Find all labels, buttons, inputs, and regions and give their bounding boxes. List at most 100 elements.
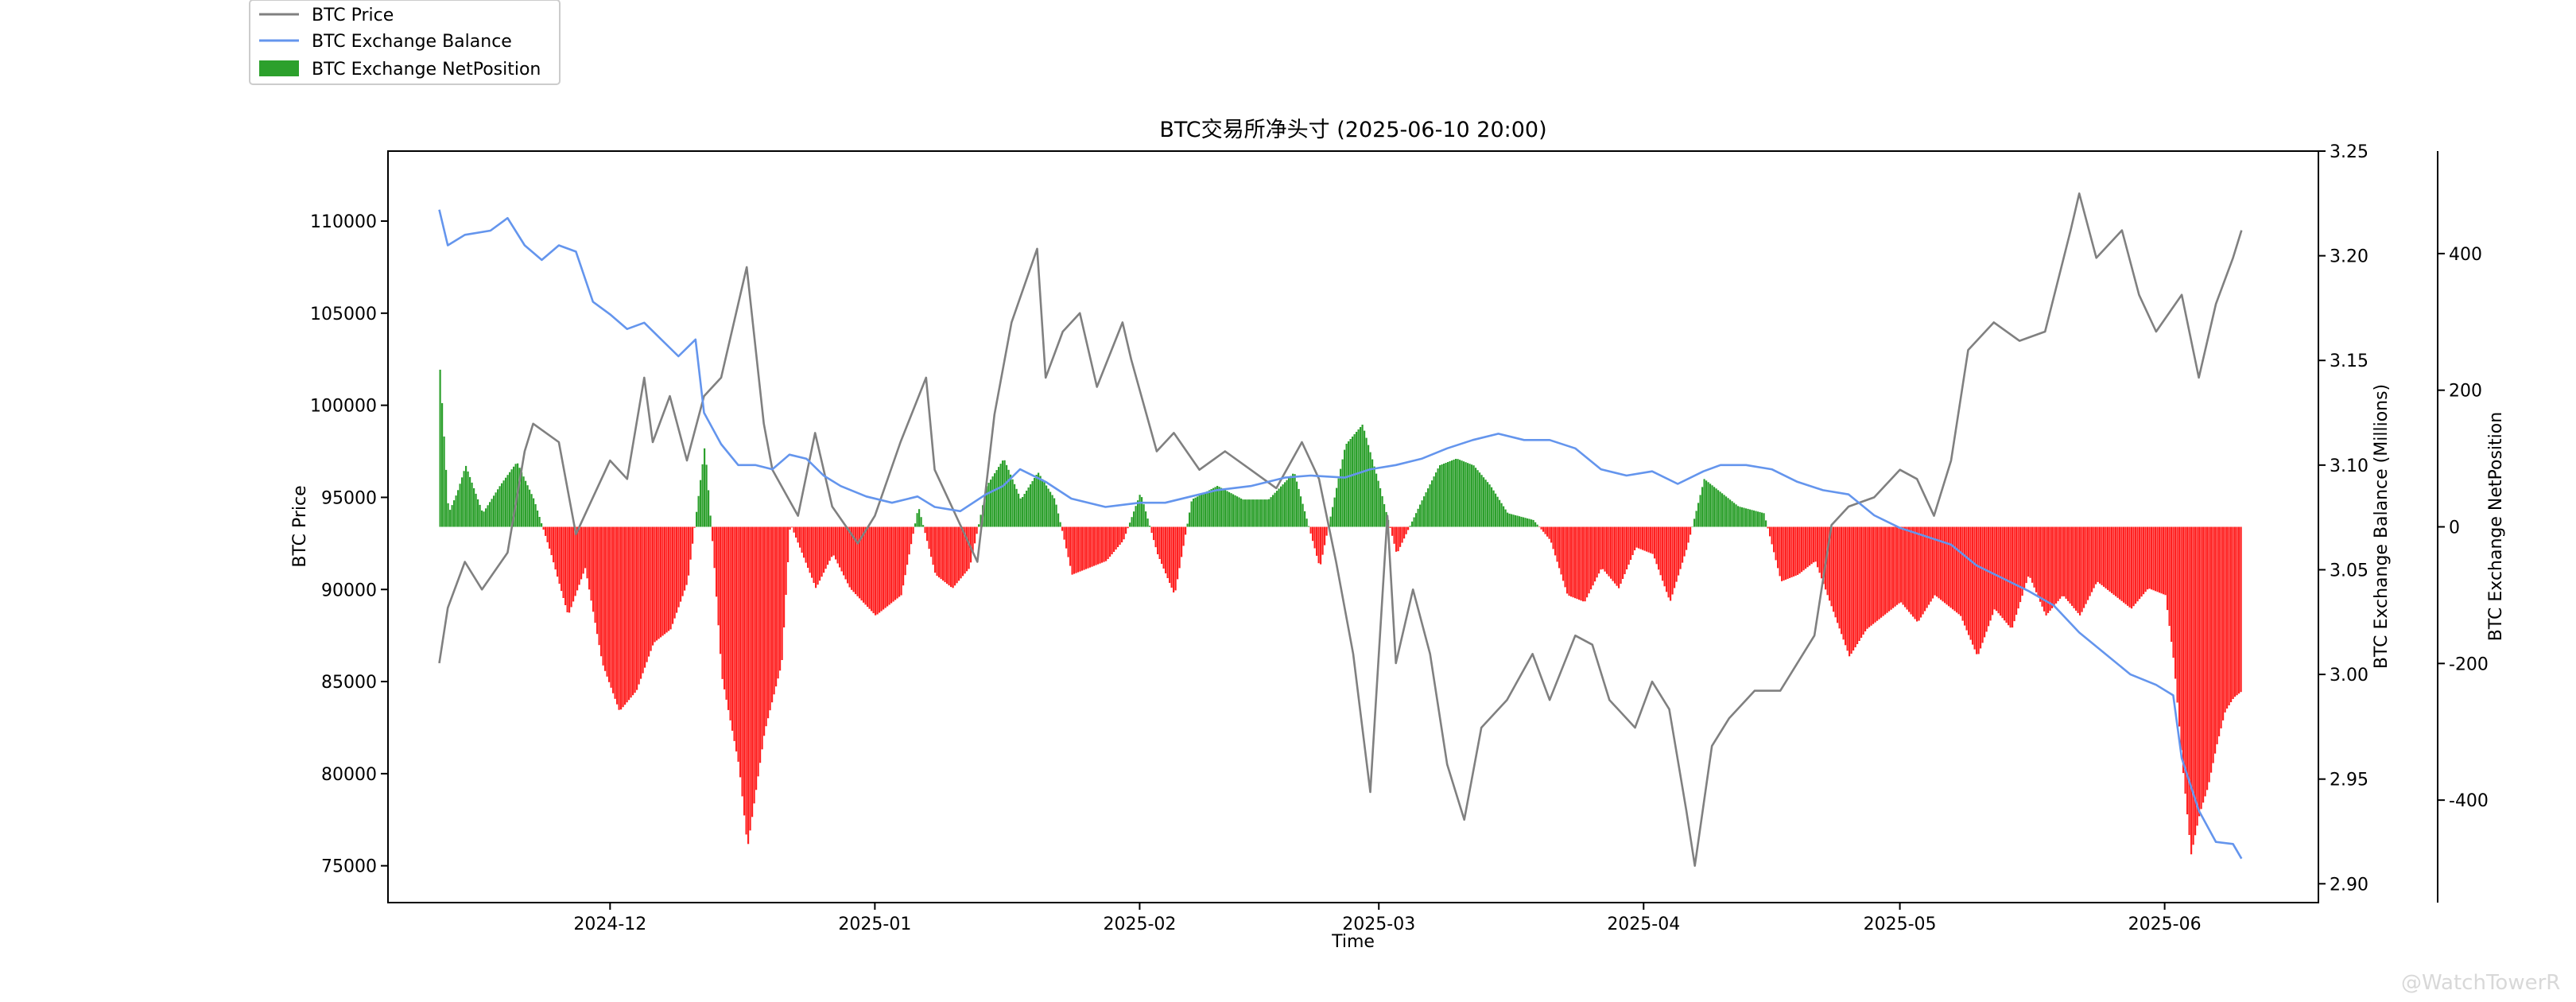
netposition-bar [1197,496,1199,527]
netposition-bar [1218,487,1220,527]
netposition-bar [1206,491,1208,527]
netposition-bar [705,464,708,527]
netposition-bar [632,526,634,696]
netposition-bar [847,526,849,584]
netposition-bar [832,526,835,556]
netposition-bar [1131,517,1133,527]
netposition-bar [1034,478,1036,527]
netposition-bar [2172,526,2174,658]
netposition-bar [1198,495,1201,527]
netposition-bar [2077,526,2079,613]
netposition-bar [1574,526,1577,599]
netposition-bar [1546,526,1549,537]
netposition-bar [2035,526,2038,592]
netposition-bar [1594,526,1596,582]
netposition-bar [1333,497,1336,527]
netposition-bar [948,526,950,586]
netposition-bar [1536,524,1538,527]
netposition-bar [1480,475,1483,527]
netposition-bar [1751,510,1753,527]
netposition-bar [1787,526,1789,579]
netposition-bar [2234,526,2237,697]
netposition-bar [620,526,623,710]
netposition-bar [1560,526,1562,575]
netposition-bar [896,526,898,599]
netposition-bar [823,526,825,573]
netposition-bar [954,526,956,586]
netposition-bar [1612,526,1614,581]
legend-price-label: BTC Price [312,6,394,25]
netposition-bar [1822,526,1825,584]
netposition-bar [1639,526,1642,550]
netposition-bar [898,526,901,597]
netposition-bar [1475,468,1477,527]
netposition-bar [1524,518,1527,527]
netposition-bar [1622,526,1624,579]
netposition-bar [876,526,879,615]
netposition-bar [2008,526,2010,626]
netposition-bar [817,526,819,585]
netposition-bar [596,526,599,635]
netposition-bar [1627,526,1630,565]
netposition-bar [2085,526,2087,604]
netposition-bar [709,515,712,527]
netposition-bar [1745,508,1748,527]
netposition-bar [1618,526,1620,588]
netposition-bar [1069,526,1072,566]
netposition-bar [972,526,974,553]
netposition-bar [2123,526,2125,603]
netposition-bar [1562,526,1565,581]
netposition-bar [1957,526,1960,615]
netposition-bar [451,505,453,527]
netposition-bar [2067,526,2070,601]
netposition-bar [807,526,809,568]
netposition-bar [1568,526,1570,596]
netposition-bar [1757,511,1759,527]
netposition-bar [616,526,619,705]
netposition-bar [1063,526,1065,540]
netposition-bar [1817,526,1819,568]
netposition-bar [2019,526,2022,603]
legend-netposition-swatch [259,60,299,76]
netposition-bar [1968,526,1970,635]
netposition-bar [2192,526,2194,845]
netposition-bar [561,526,563,592]
netposition-bar [1961,526,1964,621]
netposition-bar [920,517,922,527]
netposition-bar [801,526,803,553]
netposition-bar [1496,496,1499,527]
netposition-bar [2001,526,2004,619]
netposition-bar [1686,526,1688,550]
netposition-bar [1232,494,1235,527]
netposition-bar [1006,464,1008,527]
netposition-bar [1165,526,1167,573]
netposition-bar [2206,526,2209,790]
y-axis-left-label: BTC Price [290,485,310,567]
netposition-bar [594,526,596,623]
netposition-bar [1876,526,1879,621]
netposition-bar [821,526,823,577]
netposition-bar [1252,499,1255,527]
netposition-bar [763,526,766,736]
netposition-bar [1512,515,1515,527]
netposition-bar [1071,526,1073,575]
netposition-bar [775,526,778,687]
netposition-bar [1177,526,1179,580]
netposition-bar [1608,526,1610,577]
netposition-bar [783,526,786,627]
netposition-bar [1053,498,1056,527]
netposition-bar [1578,526,1581,600]
netposition-bar [1348,441,1350,527]
netposition-bar [843,526,845,576]
btc-exchange-balance-line [438,209,2243,860]
netposition-bar [1484,480,1487,527]
netposition-bar [1015,488,1018,527]
netposition-bar [441,402,444,527]
netposition-bar [537,511,539,527]
netposition-bar [815,526,817,588]
netposition-bar [1419,504,1422,527]
netposition-bar [1898,526,1900,604]
netposition-bar [2178,526,2181,727]
netposition-bar [713,526,716,569]
netposition-bar [1095,526,1097,565]
